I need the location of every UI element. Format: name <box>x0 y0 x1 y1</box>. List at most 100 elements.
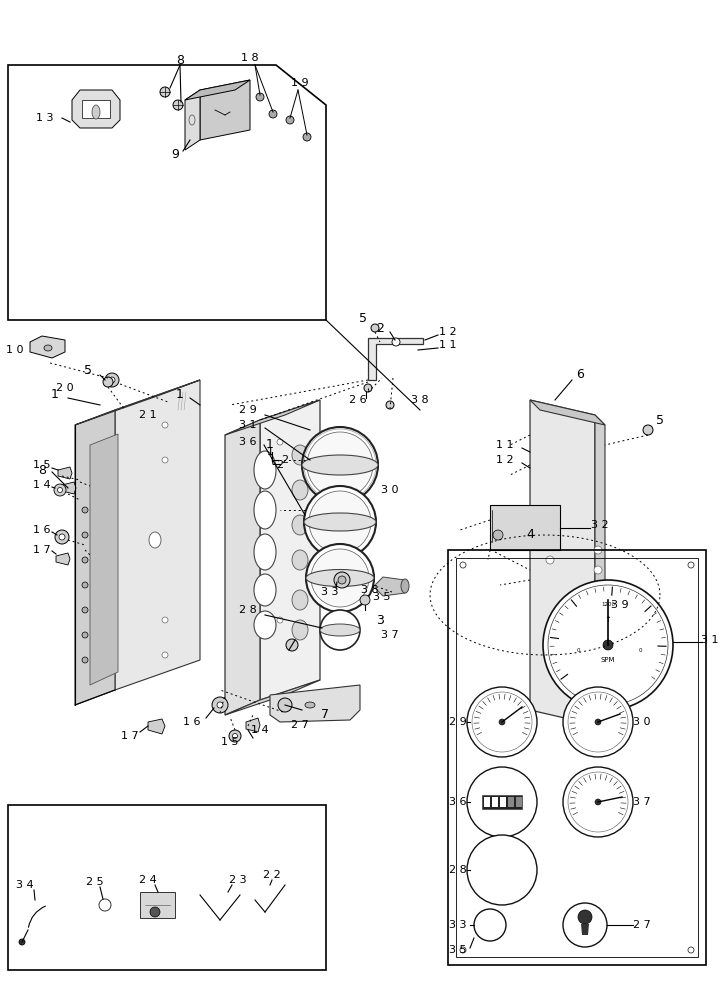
Ellipse shape <box>292 550 308 570</box>
Text: 1: 1 <box>176 388 184 401</box>
Circle shape <box>162 652 168 658</box>
Text: 3 2: 3 2 <box>591 520 609 530</box>
Text: 6: 6 <box>576 368 584 381</box>
Polygon shape <box>58 467 72 479</box>
Circle shape <box>311 549 369 607</box>
Circle shape <box>474 909 506 941</box>
Ellipse shape <box>254 491 276 529</box>
Text: 3 7: 3 7 <box>633 797 651 807</box>
Text: 1 9: 1 9 <box>291 78 309 88</box>
Text: 4: 4 <box>526 528 534 542</box>
Circle shape <box>212 697 228 713</box>
Text: 1 4: 1 4 <box>251 725 269 735</box>
Polygon shape <box>270 685 360 722</box>
Circle shape <box>578 910 592 924</box>
Polygon shape <box>375 577 405 596</box>
Circle shape <box>360 595 370 605</box>
Circle shape <box>302 427 378 503</box>
Text: 1: 1 <box>266 438 274 452</box>
Circle shape <box>493 530 503 540</box>
Polygon shape <box>90 434 118 685</box>
Circle shape <box>472 692 532 752</box>
Polygon shape <box>75 380 200 425</box>
Circle shape <box>386 401 394 409</box>
Circle shape <box>460 947 466 953</box>
Ellipse shape <box>92 105 100 119</box>
Circle shape <box>233 734 238 738</box>
Circle shape <box>309 491 371 553</box>
Text: 3 1: 3 1 <box>701 635 719 645</box>
Circle shape <box>643 425 653 435</box>
Text: 8: 8 <box>38 464 46 477</box>
Polygon shape <box>225 400 320 435</box>
Polygon shape <box>225 420 260 715</box>
Circle shape <box>334 572 350 588</box>
Text: 2 0: 2 0 <box>56 383 74 393</box>
Text: 2 4: 2 4 <box>139 875 157 885</box>
Ellipse shape <box>254 611 276 639</box>
Polygon shape <box>200 80 250 140</box>
Text: 2: 2 <box>282 455 289 465</box>
Polygon shape <box>225 680 320 715</box>
Circle shape <box>595 799 601 805</box>
Text: 3 6: 3 6 <box>449 797 467 807</box>
Ellipse shape <box>401 579 409 593</box>
Polygon shape <box>56 553 70 565</box>
Text: SPM: SPM <box>600 657 616 663</box>
Circle shape <box>82 607 88 613</box>
Circle shape <box>277 439 283 445</box>
Polygon shape <box>246 718 260 732</box>
Text: 2 9: 2 9 <box>449 717 467 727</box>
Bar <box>516 797 522 807</box>
Text: 2: 2 <box>276 460 284 470</box>
Polygon shape <box>368 338 423 380</box>
Text: 7: 7 <box>321 708 329 722</box>
Text: 2 7: 2 7 <box>633 920 651 930</box>
Ellipse shape <box>149 532 161 548</box>
Text: 2 3: 2 3 <box>229 875 247 885</box>
Text: 2 9: 2 9 <box>239 405 257 415</box>
Text: 3 8: 3 8 <box>411 395 429 405</box>
Polygon shape <box>62 482 76 494</box>
Text: 3 8: 3 8 <box>361 585 379 595</box>
Polygon shape <box>168 392 190 410</box>
Circle shape <box>229 730 241 742</box>
Text: 3 6: 3 6 <box>239 437 257 447</box>
Text: 3 5: 3 5 <box>373 592 391 602</box>
Ellipse shape <box>302 455 378 475</box>
Circle shape <box>563 687 633 757</box>
Text: 0: 0 <box>576 648 580 652</box>
Circle shape <box>103 377 113 387</box>
Circle shape <box>278 698 292 712</box>
Text: 0: 0 <box>638 648 642 652</box>
Circle shape <box>304 486 376 558</box>
Text: 3 3: 3 3 <box>321 587 338 597</box>
Ellipse shape <box>254 574 276 606</box>
Polygon shape <box>82 100 110 118</box>
Circle shape <box>546 556 554 564</box>
Circle shape <box>543 580 673 710</box>
Circle shape <box>594 636 602 644</box>
Polygon shape <box>185 80 250 100</box>
Circle shape <box>82 557 88 563</box>
Ellipse shape <box>304 513 376 531</box>
Text: 8: 8 <box>176 53 184 66</box>
Circle shape <box>320 610 360 650</box>
Circle shape <box>217 702 223 708</box>
Ellipse shape <box>254 451 276 489</box>
Polygon shape <box>140 892 175 918</box>
Bar <box>456 558 698 957</box>
Text: 1 0: 1 0 <box>6 345 24 355</box>
Ellipse shape <box>320 624 360 636</box>
Circle shape <box>467 687 537 757</box>
Text: 3 1: 3 1 <box>239 420 257 430</box>
Polygon shape <box>115 380 200 690</box>
Circle shape <box>105 373 119 387</box>
Polygon shape <box>75 410 115 705</box>
Circle shape <box>82 657 88 663</box>
Text: 1 2: 1 2 <box>439 327 456 337</box>
Text: 3 9: 3 9 <box>611 600 629 610</box>
Text: 1 1: 1 1 <box>496 440 514 450</box>
Text: 3 4: 3 4 <box>16 880 34 890</box>
Polygon shape <box>530 400 595 725</box>
